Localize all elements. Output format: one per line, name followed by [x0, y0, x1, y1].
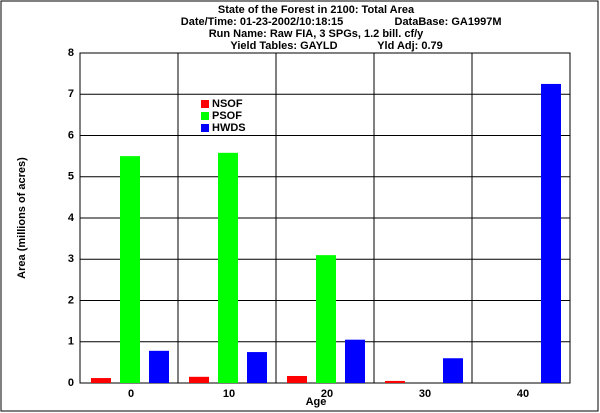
x-tick-label: 30	[419, 388, 431, 400]
legend-label: PSOF	[212, 110, 242, 122]
y-tick-label: 5	[68, 171, 74, 183]
legend-swatch	[201, 100, 209, 108]
bar	[345, 339, 365, 383]
subtitle: Yld Adj: 0.79	[377, 40, 443, 52]
y-tick-label: 3	[68, 253, 74, 265]
bar	[316, 255, 336, 383]
legend-swatch	[201, 112, 209, 120]
bar	[189, 376, 209, 383]
bar	[120, 156, 140, 383]
y-tick-label: 2	[68, 294, 74, 306]
bar	[287, 375, 307, 383]
y-tick-label: 0	[68, 377, 74, 389]
x-tick-label: 40	[517, 388, 529, 400]
y-tick-label: 8	[68, 47, 74, 59]
y-tick-label: 6	[68, 129, 74, 141]
bar	[91, 378, 111, 383]
subtitle: Date/Time: 01-23-2002/10:18:15	[181, 16, 343, 28]
bar	[385, 380, 405, 383]
y-tick-label: 7	[68, 88, 74, 100]
x-axis-label: Age	[306, 396, 327, 408]
subtitle: Run Name: Raw FIA, 3 SPGs, 1.2 bill. cf/…	[209, 28, 424, 40]
subtitle: Yield Tables: GAYLD	[230, 40, 337, 52]
legend-label: NSOF	[212, 98, 243, 110]
bar	[247, 352, 267, 383]
y-tick-label: 1	[68, 336, 74, 348]
y-tick-label: 4	[68, 212, 75, 224]
bar	[218, 152, 238, 383]
y-axis-label: Area (millions of acres)	[16, 157, 28, 279]
chart-title: State of the Forest in 2100: Total Area	[218, 4, 415, 16]
legend-label: HWDS	[212, 122, 246, 134]
x-tick-label: 0	[128, 388, 134, 400]
x-tick-label: 20	[321, 388, 333, 400]
legend-swatch	[201, 124, 209, 132]
subtitle: DataBase: GA1997M	[395, 16, 502, 28]
bar	[443, 358, 463, 383]
x-tick-label: 10	[223, 388, 235, 400]
bar	[149, 350, 169, 383]
bar	[541, 83, 561, 383]
